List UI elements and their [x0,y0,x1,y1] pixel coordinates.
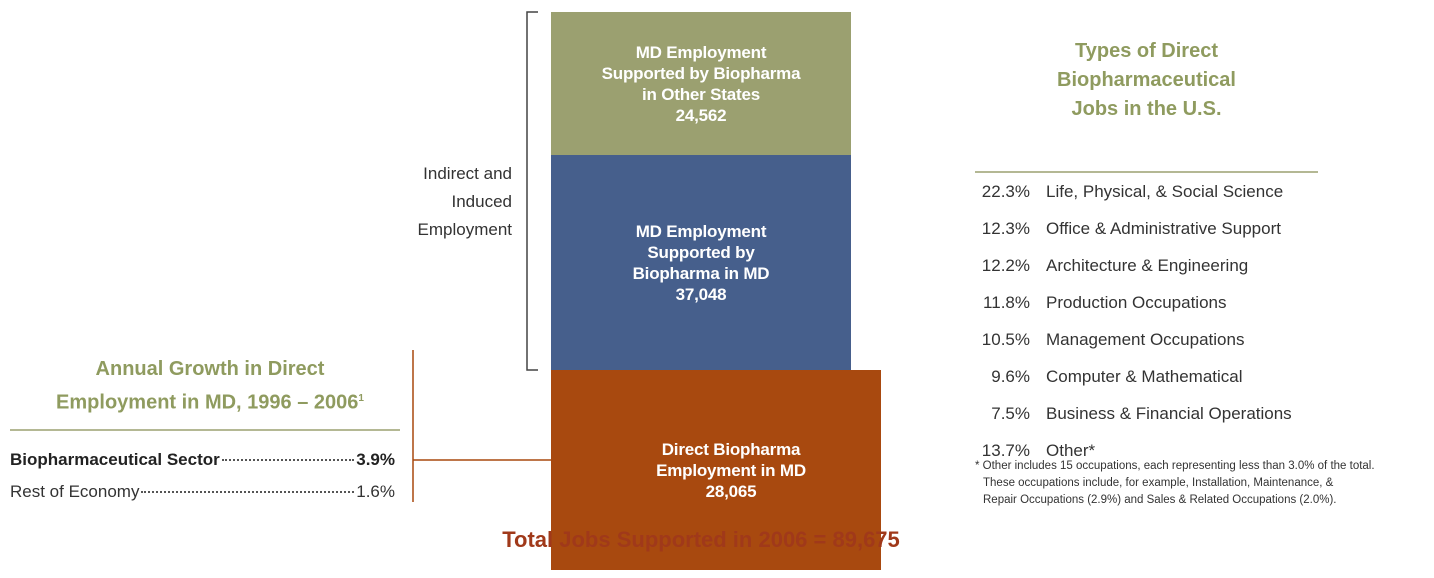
segment-label: Employment in MD [656,460,806,480]
growth-row: Rest of Economy 1.6% [10,482,395,502]
job-row: 11.8% Production Occupations [960,293,1360,317]
job-row: 7.5% Business & Financial Operations [960,404,1360,428]
jobs-title: Types of Direct Biopharmaceutical Jobs in … [975,37,1318,124]
growth-value: 1.6% [356,482,395,501]
growth-title: Annual Growth in Direct Employment in MD,… [10,355,410,418]
job-percent: 9.6% [991,367,1030,386]
job-label: Business & Financial Operations [1046,404,1292,423]
segment-label: MD Employment [635,42,767,62]
job-row: 9.6% Computer & Mathematical [960,367,1360,391]
jobs-note-line: Repair Occupations (2.9%) and Sales & Re… [983,494,1337,506]
segment-label: MD Employment [635,221,767,241]
job-row: 22.3% Life, Physical, & Social Science [960,182,1360,206]
growth-label: Biopharmaceutical Sector [10,450,220,469]
job-percent: 12.3% [981,219,1030,238]
growth-title-line: Employment in MD, 1996 – 20061 [10,384,410,418]
bracket-label-line: Induced [451,192,513,211]
segment-value: 24,562 [675,105,727,125]
growth-title-line: Annual Growth in Direct [10,355,410,384]
segment: MD Employment Supported by Biopharma in MD… [551,155,851,370]
footnote-mark: 1 [358,393,364,404]
jobs-note-line: These occupations include, for example, … [983,477,1334,489]
job-percent: 11.8% [983,293,1030,312]
leader-dots [141,491,355,493]
job-label: Production Occupations [1046,293,1227,312]
total: Total Jobs Supported in 2006 = 89,675 [502,527,900,552]
segment-label: in Other States [642,84,760,104]
segment-label: Supported by [647,242,755,262]
job-percent: 12.2% [981,256,1030,275]
job-row: 13.7% Other* [960,441,1360,465]
bracket-label-line: Employment [417,220,512,239]
growth-title-text: Employment in MD, 1996 – 2006 [56,391,359,414]
segment: MD Employment Supported by Biopharma in Ot… [551,12,851,155]
bracket-label-line: Indirect and [423,164,512,183]
growth-row: Biopharmaceutical Sector 3.9% [10,450,395,470]
segment-label: Biopharma in MD [632,263,770,283]
leader-dots [221,459,355,461]
segment-label: Direct Biopharma [661,439,801,459]
jobs-title-line: Biopharmaceutical [1057,69,1236,91]
job-label: Management Occupations [1046,330,1245,349]
job-row: 10.5% Management Occupations [960,330,1360,354]
growth-title-text: Annual Growth in Direct [95,358,325,380]
job-percent: 13.7% [981,441,1030,460]
jobs-title-line: Types of Direct [1075,40,1218,62]
job-percent: 7.5% [991,404,1030,423]
jobs-title-line: Jobs in the U.S. [1071,98,1222,120]
growth-value: 3.9% [356,450,395,469]
jobs-note: * Other includes 15 occupations, each re… [975,458,1434,509]
job-label: Life, Physical, & Social Science [1046,182,1284,201]
jobs-note-line: * Other includes 15 occupations, each re… [975,460,1375,472]
growth-label: Rest of Economy [10,482,140,501]
job-label: Other* [1046,441,1096,460]
job-row: 12.2% Architecture & Engineering [960,256,1360,280]
job-label: Architecture & Engineering [1046,256,1249,275]
job-label: Office & Administrative Support [1046,219,1281,238]
job-row: 12.3% Office & Administrative Support [960,219,1360,243]
job-percent: 22.3% [981,182,1030,201]
segment-value: 28,065 [705,481,757,501]
bracket-label: Indirect and Induced Employment [380,160,512,244]
bracket [526,11,538,371]
segment-label: Supported by Biopharma [601,63,801,83]
job-label: Computer & Mathematical [1046,367,1243,386]
segment: Direct Biopharma Employment in MD 28,065 [551,370,881,570]
segment-value: 37,048 [675,284,727,304]
job-percent: 10.5% [981,330,1030,349]
